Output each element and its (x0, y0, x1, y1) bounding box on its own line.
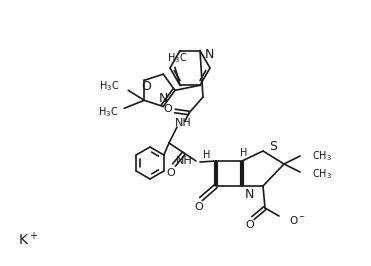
Text: O: O (164, 104, 173, 114)
Text: N: N (158, 92, 168, 105)
Text: H$_3$C: H$_3$C (167, 51, 187, 65)
Text: CH$_3$: CH$_3$ (312, 167, 332, 181)
Text: H: H (240, 148, 248, 158)
Text: H$_3$C: H$_3$C (99, 80, 119, 93)
Text: H: H (203, 150, 210, 160)
Text: N: N (245, 188, 255, 201)
Text: CH$_3$: CH$_3$ (312, 149, 332, 163)
Text: O: O (246, 220, 255, 230)
Text: H$_3$C: H$_3$C (98, 105, 118, 119)
Text: S: S (269, 140, 277, 153)
Text: O$^-$: O$^-$ (289, 214, 306, 226)
Text: O: O (195, 202, 203, 212)
Text: N: N (205, 48, 214, 61)
Text: NH: NH (175, 118, 191, 128)
Text: O: O (167, 168, 175, 178)
Text: K$^+$: K$^+$ (18, 231, 38, 249)
Text: NH: NH (176, 156, 193, 166)
Text: O: O (141, 80, 151, 93)
